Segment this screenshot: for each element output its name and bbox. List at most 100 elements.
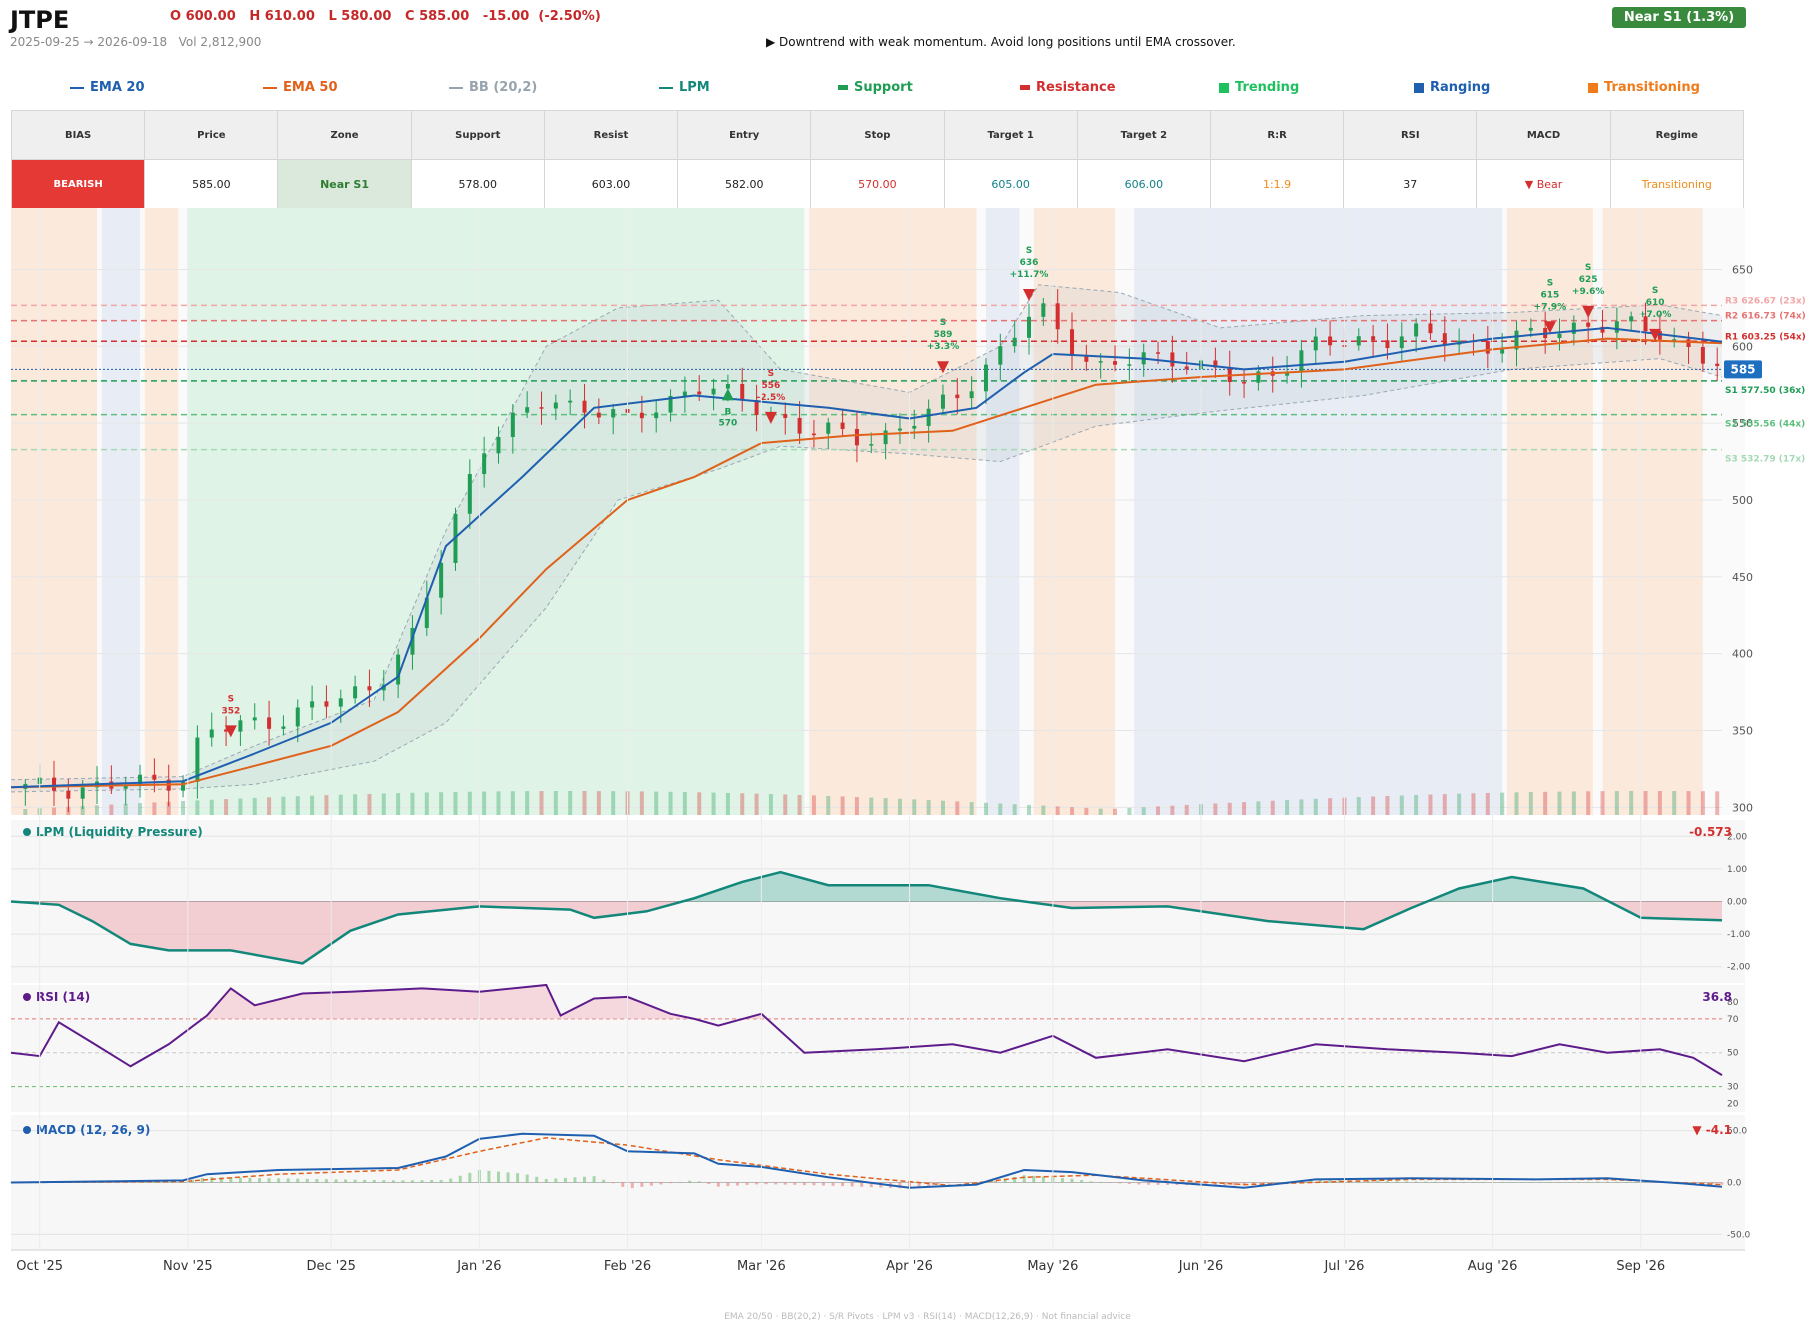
macd-histogram-bar [955, 1182, 959, 1183]
x-axis-tick-label: Dec '25 [307, 1259, 356, 1274]
candle-body [1098, 361, 1103, 363]
volume-bar [955, 801, 960, 815]
macd-histogram-bar [248, 1177, 252, 1183]
candle-body [1184, 366, 1189, 370]
volume-bar [224, 799, 229, 815]
volume-bar [424, 792, 429, 815]
column-header: BIAS [10, 110, 146, 160]
candle-body [353, 686, 358, 699]
signal-table-header-row: BIAS Price Zone Support Resist Entry Sto… [10, 110, 1745, 160]
lpm-current-value: -0.573 [1689, 825, 1732, 839]
sr-level-label: S1 577.50 (36x) [1725, 386, 1805, 396]
volume-bar [109, 804, 114, 815]
risk-reward-cell: 1:1.9 [1209, 159, 1345, 209]
candle-body [711, 388, 716, 395]
macd-histogram-bar [554, 1178, 558, 1183]
volume-bar [797, 794, 802, 815]
macd-histogram-bar [334, 1179, 338, 1183]
macd-histogram-bar [382, 1180, 386, 1183]
macd-histogram-bar [277, 1178, 281, 1183]
volume-bar [1399, 795, 1404, 815]
legend-ranging[interactable]: Ranging [1414, 80, 1490, 95]
legend-support[interactable]: Support [838, 80, 913, 95]
macd-histogram-bar [755, 1182, 759, 1185]
candle-body [1356, 336, 1361, 346]
volume-bar [525, 791, 530, 815]
candle-body [1715, 363, 1720, 367]
sr-level-label: S2 555.56 (44x) [1725, 420, 1805, 430]
macd-histogram-bar [1328, 1179, 1332, 1183]
volume-bar [1127, 807, 1132, 815]
volume-bar [1643, 791, 1648, 815]
legend-ema20[interactable]: EMA 20 [70, 80, 145, 95]
volume-bar [1557, 791, 1562, 815]
macd-histogram-bar [621, 1182, 625, 1187]
legend-transitioning[interactable]: Transitioning [1588, 80, 1700, 95]
rsi-line [10, 983, 1723, 1076]
candle-body [897, 428, 902, 431]
macd-histogram-bar [965, 1182, 969, 1184]
candle-body [467, 474, 472, 514]
volume-bar [725, 792, 730, 815]
candle-body [1614, 321, 1619, 333]
rsi-axis-tick-label: 30 [1727, 1083, 1739, 1093]
macd-histogram-bar [1261, 1182, 1265, 1184]
candle-body [639, 412, 644, 419]
candle-body [224, 729, 229, 732]
legend-bollinger[interactable]: BB (20,2) [449, 80, 537, 95]
volume-bar [940, 800, 945, 815]
ohlc-summary: O 600.00 H 610.00 L 580.00 C 585.00 -15.… [170, 9, 601, 24]
legend-lpm[interactable]: LPM [659, 80, 710, 95]
macd-histogram-bar [1586, 1181, 1590, 1183]
macd-histogram-bar [592, 1176, 596, 1183]
rsi-current-value: 36.8 [1702, 990, 1732, 1004]
volume-bar [1672, 791, 1677, 815]
legend-label: Ranging [1430, 80, 1491, 95]
x-axis-tick-label: Aug '26 [1468, 1259, 1518, 1274]
signal-label: S [940, 318, 946, 328]
volume-bar [1170, 805, 1175, 815]
legend-label: Transitioning [1604, 80, 1700, 95]
macd-histogram-bar [439, 1180, 443, 1183]
volume-bar [95, 805, 100, 815]
candle-body [697, 391, 702, 395]
volume-bar [1514, 792, 1519, 815]
regime-cell: Transitioning [1609, 159, 1745, 209]
candle-body [1657, 331, 1662, 340]
candle-body [883, 430, 888, 445]
volume-bar [209, 799, 214, 815]
volume-bar [697, 792, 702, 815]
candle-body [611, 409, 616, 418]
volume-bar [1700, 791, 1705, 815]
volume-bar [1715, 791, 1720, 815]
candle-body [367, 686, 372, 691]
sell-signal-marker [764, 411, 777, 424]
macd-axis-tick-label: 0.0 [1727, 1179, 1742, 1189]
legend-resistance[interactable]: Resistance [1020, 80, 1116, 95]
x-axis-tick-label: Apr '26 [886, 1259, 933, 1274]
candle-body [1700, 347, 1705, 364]
legend-trending[interactable]: Trending [1219, 80, 1299, 95]
lpm-swatch-icon [659, 86, 673, 89]
volume-bar [1041, 805, 1046, 815]
macd-histogram-bar [946, 1182, 950, 1184]
macd-histogram-bar [640, 1182, 644, 1187]
macd-histogram-bar [1710, 1182, 1714, 1185]
sell-signal-marker [1582, 305, 1595, 318]
price-axis-tick-label: 600 [1732, 340, 1753, 353]
macd-axis-tick-label: -50.0 [1727, 1230, 1751, 1240]
legend-ema50[interactable]: EMA 50 [263, 80, 338, 95]
macd-histogram-bar [363, 1179, 367, 1183]
macd-histogram-bar [726, 1182, 730, 1187]
macd-histogram-bar [305, 1178, 309, 1183]
candle-body [582, 400, 587, 413]
candle-body [1643, 316, 1648, 332]
macd-histogram-bar [535, 1176, 539, 1183]
volume-bar [410, 792, 415, 815]
macd-panel-title: MACD (12, 26, 9) [36, 1123, 150, 1137]
volume-bar [1371, 796, 1376, 815]
macd-histogram-bar [898, 1182, 902, 1189]
signal-label: 625 [1579, 275, 1598, 285]
column-header: Stop [810, 110, 945, 160]
